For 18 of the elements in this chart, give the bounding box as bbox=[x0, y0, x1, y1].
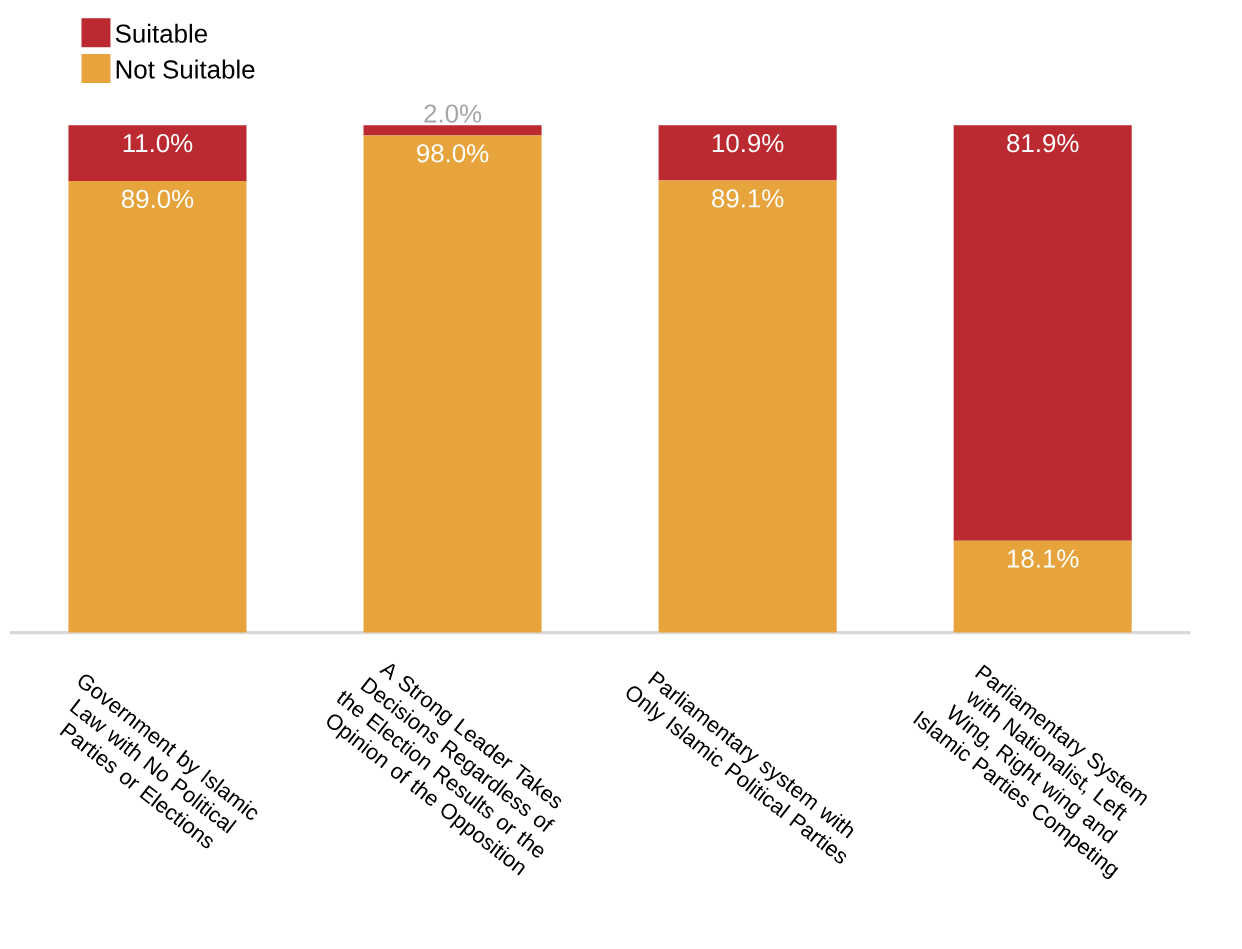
bar bbox=[658, 125, 837, 181]
data-label: 11.0% bbox=[123, 134, 193, 153]
data-label: 89.0% bbox=[121, 189, 194, 209]
bar bbox=[363, 135, 542, 633]
legend-label: Not Suitable bbox=[116, 59, 255, 79]
data-label: 10.9% bbox=[712, 134, 784, 153]
legend-label: Suitable bbox=[115, 24, 207, 44]
data-label: 2.0% bbox=[424, 104, 482, 123]
data-label: 18.1% bbox=[1007, 549, 1079, 568]
bar bbox=[68, 181, 247, 633]
data-label: 89.1% bbox=[712, 189, 784, 208]
data-label: 81.9% bbox=[1007, 134, 1079, 153]
bar bbox=[658, 180, 837, 633]
bar bbox=[363, 125, 542, 136]
bar bbox=[953, 125, 1132, 541]
data-label: 98.0% bbox=[417, 144, 489, 163]
bar bbox=[68, 125, 247, 182]
bar bbox=[953, 540, 1132, 633]
